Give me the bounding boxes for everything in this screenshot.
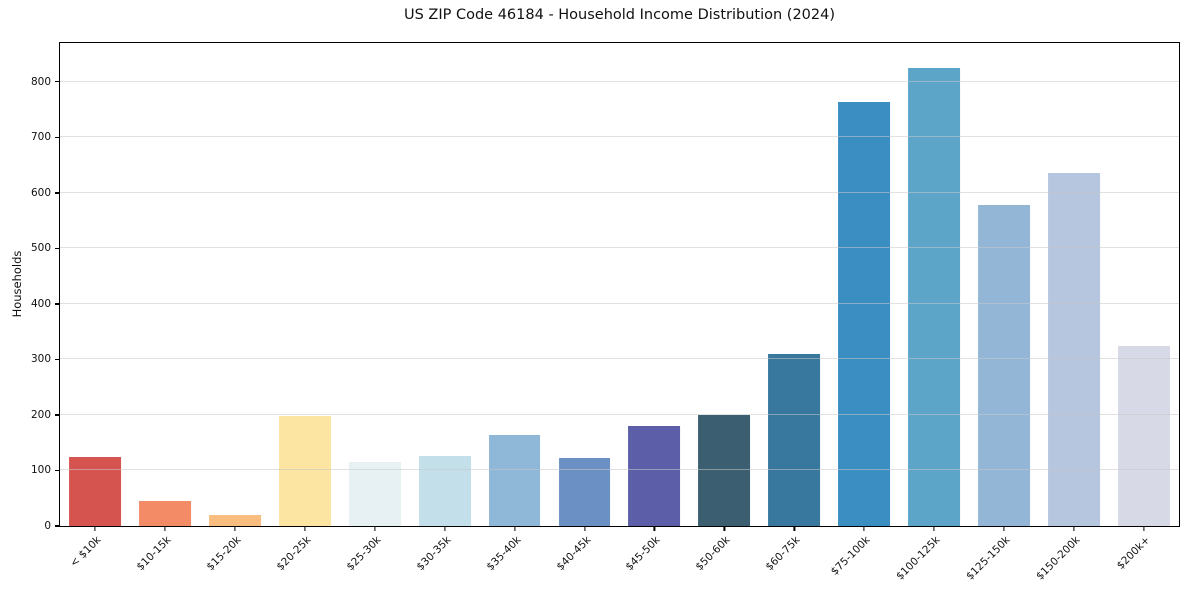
x-tick-mark bbox=[304, 526, 306, 531]
plot-area: 0 100 200 300 400 500 600 700 800 < $10k $10-15k $1… bbox=[31, 42, 1180, 583]
x-tick-label: $50-60k bbox=[693, 534, 733, 574]
y-tick-mark bbox=[55, 525, 60, 527]
x-tick-label: $15-20k bbox=[204, 534, 244, 574]
x-tick-label: $75-100k bbox=[828, 534, 873, 578]
bar bbox=[69, 456, 121, 526]
x-tick-mark bbox=[1143, 526, 1145, 531]
x-tick-mark bbox=[164, 526, 166, 531]
y-tick-mark bbox=[55, 81, 60, 83]
y-tick-label: 0 bbox=[44, 520, 51, 532]
bar bbox=[1118, 345, 1170, 526]
x-tick-mark bbox=[94, 526, 96, 531]
gridline bbox=[60, 191, 1179, 193]
x-tick-label: $100-125k bbox=[894, 534, 943, 583]
gridline bbox=[60, 302, 1179, 304]
x-tick-mark bbox=[1073, 526, 1075, 531]
bar bbox=[908, 67, 961, 526]
y-tick-mark bbox=[55, 192, 60, 194]
x-tick-mark bbox=[374, 526, 376, 531]
chart-title: US ZIP Code 46184 - Household Income Dis… bbox=[403, 7, 836, 23]
bar bbox=[838, 102, 891, 526]
x-tick-mark bbox=[444, 526, 446, 531]
y-tick-label: 400 bbox=[30, 297, 51, 310]
x-tick-label: $25-30k bbox=[344, 534, 384, 574]
bar bbox=[138, 501, 191, 526]
y-tick-mark bbox=[55, 303, 60, 305]
y-tick-label: 700 bbox=[30, 131, 51, 144]
y-tick-mark bbox=[55, 247, 60, 250]
gridline bbox=[60, 80, 1179, 82]
y-tick-label: 100 bbox=[30, 464, 51, 477]
gridline bbox=[60, 136, 1179, 138]
x-tick-mark bbox=[933, 526, 935, 531]
bar bbox=[558, 457, 611, 526]
x-tick-mark bbox=[723, 526, 725, 531]
x-tick-label: $20-25k bbox=[274, 534, 314, 574]
y-tick-label: 200 bbox=[30, 408, 51, 421]
x-tick-mark bbox=[1003, 526, 1005, 531]
x-tick-label: $40-45k bbox=[553, 534, 594, 574]
bar bbox=[698, 414, 751, 526]
gridline bbox=[60, 358, 1179, 360]
bar bbox=[978, 205, 1031, 526]
y-tick-mark bbox=[55, 414, 60, 416]
y-axis-label: Households bbox=[10, 250, 24, 318]
x-tick-label: $45-50k bbox=[623, 534, 663, 574]
x-tick-label: $30-35k bbox=[414, 534, 454, 574]
bar bbox=[1048, 173, 1101, 526]
y-tick-mark bbox=[55, 469, 60, 472]
x-tick-label: $200k+ bbox=[1114, 534, 1153, 572]
y-tick-mark bbox=[55, 136, 60, 138]
bar bbox=[628, 426, 681, 526]
x-tick-label: $125-150k bbox=[964, 534, 1013, 583]
bar bbox=[348, 462, 401, 526]
x-tick-mark bbox=[234, 526, 236, 531]
bar bbox=[768, 353, 821, 526]
x-tick-label: $60-75k bbox=[763, 534, 803, 574]
x-tick-label: $35-40k bbox=[483, 534, 524, 574]
x-tick-mark bbox=[863, 526, 865, 531]
bar bbox=[418, 455, 471, 526]
gridline bbox=[60, 469, 1179, 471]
x-tick-mark bbox=[653, 526, 656, 531]
y-tick-label: 500 bbox=[30, 242, 51, 255]
bar bbox=[278, 416, 331, 526]
y-tick-label: 600 bbox=[30, 186, 51, 199]
y-tick-mark bbox=[55, 358, 60, 361]
x-tick-label: $150-200k bbox=[1034, 534, 1083, 583]
x-tick-label: < $10k bbox=[67, 534, 104, 570]
bar bbox=[488, 434, 541, 526]
gridline bbox=[60, 247, 1179, 249]
x-tick-mark bbox=[514, 526, 516, 531]
y-tick-label: 800 bbox=[30, 75, 51, 88]
x-tick-label: $10-15k bbox=[134, 534, 174, 574]
x-tick-mark bbox=[583, 526, 586, 531]
gridline bbox=[60, 413, 1179, 415]
y-tick-label: 300 bbox=[30, 353, 51, 366]
x-tick-mark bbox=[793, 526, 795, 531]
bar bbox=[208, 514, 261, 526]
